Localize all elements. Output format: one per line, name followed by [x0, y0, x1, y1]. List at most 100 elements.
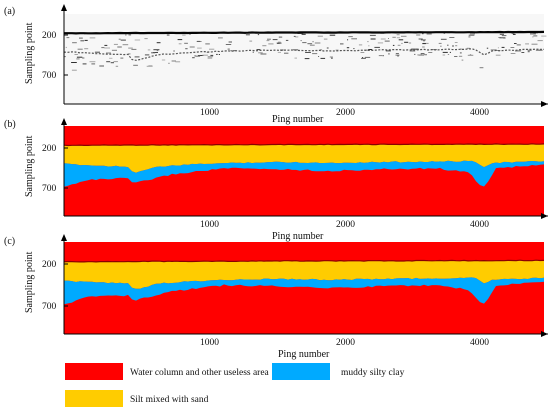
echogram-speckle — [347, 39, 349, 41]
echogram-speckle — [392, 36, 396, 38]
echogram-speckle — [104, 44, 108, 46]
y-tick-label: 700 — [42, 184, 57, 194]
echogram-speckle — [411, 48, 418, 50]
echogram-speckle — [395, 54, 400, 56]
echogram-speckle — [454, 42, 458, 43]
panel-a-label: (a) — [4, 6, 15, 17]
echogram-speckle — [104, 47, 110, 49]
echogram-speckle — [133, 64, 138, 66]
echogram-speckle — [426, 33, 432, 35]
echogram-speckle — [317, 35, 323, 37]
echogram-speckle — [189, 46, 195, 48]
echogram-speckle — [210, 54, 214, 56]
echogram-speckle — [438, 42, 442, 44]
x-axis-arrow-icon — [541, 331, 548, 337]
echogram-speckle — [182, 34, 186, 36]
echogram-speckle — [360, 52, 365, 53]
echogram-speckle — [422, 33, 424, 35]
x-tick-label: 4000 — [470, 220, 489, 230]
echogram-speckle — [467, 54, 474, 56]
echogram-speckle — [295, 36, 299, 38]
echogram-speckle — [497, 47, 499, 49]
echogram-speckle — [185, 48, 188, 50]
muddy-clay-layer-region — [64, 277, 544, 305]
echogram-speckle — [178, 43, 182, 45]
echogram-speckle — [94, 51, 100, 53]
echogram-speckle — [388, 53, 390, 55]
echogram-speckle — [225, 44, 232, 45]
echogram-speckle — [388, 38, 389, 39]
panel-b: (b) 200 700 1000 2000 4000 Ping number S… — [4, 118, 548, 242]
echogram-speckle — [525, 43, 529, 45]
echogram-speckle — [449, 37, 455, 38]
echogram-speckle — [79, 37, 83, 39]
panel-a: (a) 200 700 1000 2000 4000 Ping number S… — [4, 4, 548, 125]
echogram-speckle — [326, 47, 329, 49]
panel-c-axes: 200 700 1000 2000 4000 Ping number Sampl… — [24, 234, 548, 360]
echogram-speckle — [277, 51, 281, 53]
echogram-speckle — [110, 62, 114, 64]
echogram-speckle — [175, 61, 181, 63]
echogram-speckle — [530, 33, 536, 35]
echogram-speckle — [368, 45, 370, 47]
echogram-speckle — [196, 40, 201, 42]
echogram-speckle — [109, 57, 113, 59]
echogram-speckle — [127, 53, 131, 55]
echogram-speckle — [245, 34, 250, 36]
echogram-speckle — [362, 57, 364, 58]
echogram-speckle — [459, 52, 462, 54]
echogram-speckle — [218, 54, 220, 55]
echogram-speckle — [71, 62, 77, 63]
echogram-speckle — [305, 52, 311, 53]
echogram-speckle — [89, 37, 96, 39]
echogram-speckle — [304, 58, 310, 60]
echogram-speckle — [74, 54, 78, 55]
echogram-speckle — [348, 36, 353, 38]
echogram-seabed-line — [64, 30, 545, 35]
legend: Water column and other useless area mudd… — [65, 363, 405, 407]
echogram-speckle — [91, 63, 96, 65]
echogram-speckle — [428, 52, 433, 53]
echogram-speckle — [284, 52, 289, 54]
echogram-speckle — [532, 36, 534, 38]
x-axis-title: Ping number — [272, 114, 324, 125]
x-axis-title: Ping number — [278, 349, 330, 360]
echogram-speckle — [335, 49, 339, 51]
echogram-speckle — [414, 53, 416, 55]
echogram-speckle — [153, 49, 160, 51]
echogram-speckle — [111, 49, 117, 51]
silt-layer-region — [64, 260, 544, 289]
echogram-speckle — [249, 40, 253, 42]
echogram-speckle — [501, 35, 507, 37]
echogram-speckle — [516, 44, 521, 46]
echogram-speckle — [370, 38, 376, 40]
echogram-speckle — [128, 34, 132, 36]
echogram-speckle — [517, 50, 522, 52]
echogram-speckle — [156, 42, 161, 44]
echogram-speckle — [115, 65, 119, 67]
echogram-speckle — [218, 37, 223, 39]
muddy-clay-layer-region — [64, 160, 544, 187]
echogram-speckle — [452, 45, 454, 47]
echogram-speckle — [397, 44, 401, 46]
echogram-speckle — [171, 60, 176, 62]
echogram-speckle — [541, 35, 547, 37]
echogram-speckle — [398, 39, 404, 41]
legend-swatch-muddy-clay — [272, 363, 330, 380]
echogram-speckle — [309, 44, 315, 46]
echogram-speckle — [377, 42, 384, 44]
echogram-speckle — [442, 51, 448, 53]
echogram-speckle — [499, 37, 506, 39]
echogram-speckle — [278, 41, 281, 43]
echogram-speckle — [378, 55, 383, 57]
echogram-speckle — [197, 55, 204, 56]
echogram-speckle — [329, 56, 333, 58]
echogram-speckle — [312, 41, 314, 43]
echogram-speckle — [128, 47, 133, 49]
echogram-speckle — [409, 50, 416, 52]
echogram-speckle — [256, 49, 261, 51]
echogram-speckle — [134, 56, 140, 58]
echogram-speckle — [152, 52, 158, 53]
echogram-speckle — [384, 40, 390, 42]
